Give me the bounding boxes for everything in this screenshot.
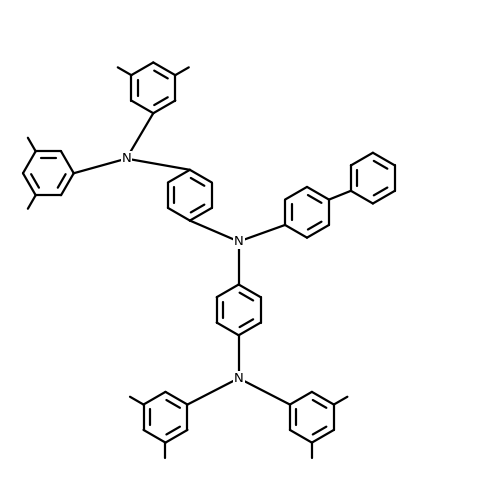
Text: N: N [234, 235, 244, 248]
Text: N: N [122, 152, 131, 165]
Text: N: N [234, 372, 244, 385]
